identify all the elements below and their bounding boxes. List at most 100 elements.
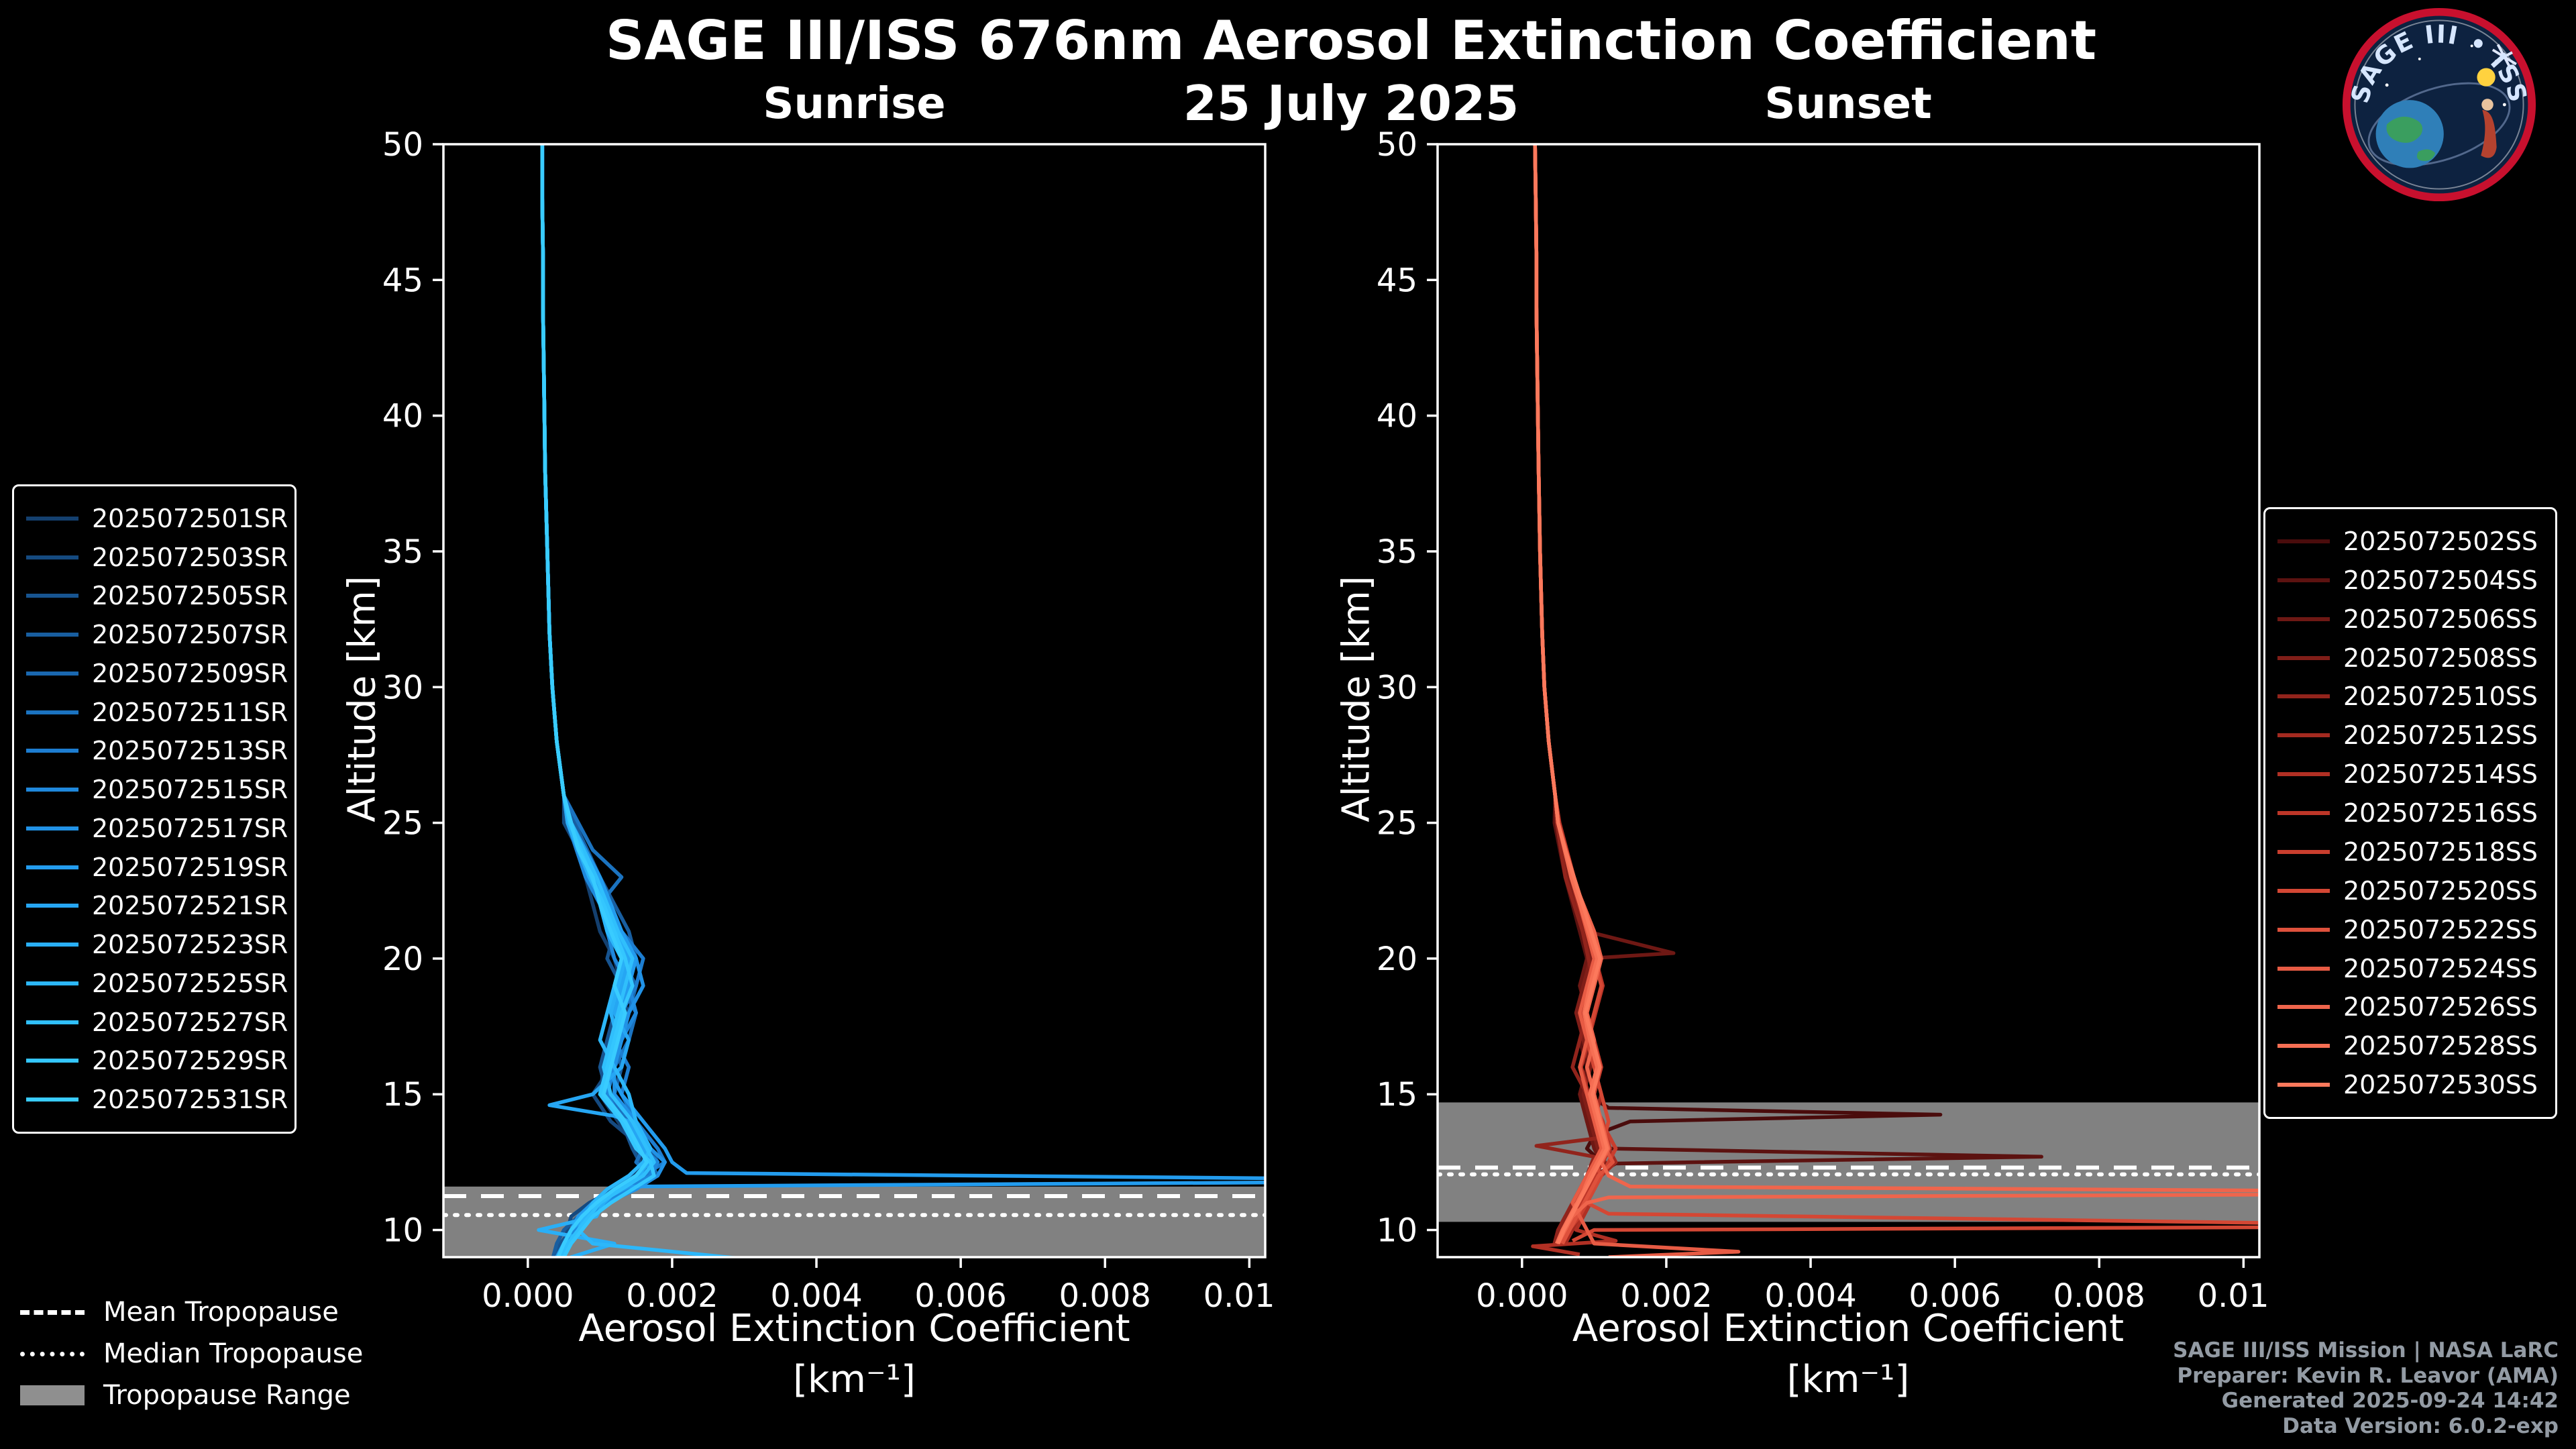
legend-line-swatch (2277, 1083, 2330, 1087)
legend-line-swatch (26, 671, 78, 676)
profile-line (540, 144, 649, 1257)
x-tick-label: 0.004 (1764, 1277, 1856, 1315)
legend-label: 2025072506SS (2343, 604, 2538, 634)
legend-item: 2025072509SR (26, 659, 288, 688)
mean-tropopause-label: Mean Tropopause (103, 1297, 339, 1328)
legend-label: 2025072523SR (92, 930, 288, 959)
profile-line (540, 144, 653, 1257)
y-tick-label: 10 (1377, 1212, 1417, 1250)
x-tick-label: 0.002 (626, 1277, 718, 1315)
legend-label: 2025072507SR (92, 620, 288, 649)
dashed-line-sample (20, 1309, 85, 1315)
legend-item: 2025072505SR (26, 581, 288, 610)
sun-graphic (2477, 68, 2496, 87)
legend-line-swatch (26, 1097, 78, 1102)
legend-line-swatch (26, 904, 78, 908)
median-tropopause-label: Median Tropopause (103, 1338, 364, 1369)
legend-item: 2025072508SS (2277, 643, 2543, 673)
legend-item: 2025072528SS (2277, 1031, 2543, 1061)
legend-item: 2025072523SR (26, 930, 288, 959)
legend-line-swatch (26, 710, 78, 714)
legend-label: 2025072521SR (92, 891, 288, 921)
legend-label: 2025072508SS (2343, 643, 2538, 673)
tropopause-range-label: Tropopause Range (103, 1380, 351, 1411)
legend-line-swatch (26, 981, 78, 985)
y-tick-label: 30 (1377, 669, 1417, 706)
legend-item: 2025072510SS (2277, 682, 2543, 711)
sunrise-x-axis-label: Aerosol Extinction Coefficient (578, 1307, 1130, 1350)
legend-label: 2025072529SR (92, 1046, 288, 1076)
y-tick-label: 25 (382, 805, 423, 843)
credits-block: SAGE III/ISS Mission | NASA LaRC Prepare… (2173, 1338, 2559, 1440)
legend-line-swatch (26, 788, 78, 792)
profile-line (1533, 144, 2043, 1245)
y-tick-label: 35 (382, 533, 423, 571)
x-tick-label: 0.000 (482, 1277, 574, 1315)
legend-item: 2025072529SR (26, 1046, 288, 1075)
legend-item: 2025072516SS (2277, 798, 2543, 828)
sage-iii-iss-mission-logo: SAGE III • ISS (2342, 7, 2536, 202)
legend-line-swatch (2277, 578, 2330, 582)
iss-graphic (2491, 44, 2517, 70)
legend-item: 2025072506SS (2277, 604, 2543, 634)
legend-line-swatch (2277, 655, 2330, 660)
legend-label: 2025072501SR (92, 503, 288, 533)
y-tick-label: 50 (1377, 131, 1417, 164)
figure-head (2481, 99, 2493, 111)
sunrise-legend-box: 2025072501SR 2025072503SR 2025072505SR 2025… (12, 484, 297, 1134)
sunset-panel-title: Sunset (1764, 79, 1932, 129)
x-tick-label: 0.002 (1620, 1277, 1712, 1315)
legend-label: 2025072505SR (92, 581, 288, 611)
legend-item: 2025072531SR (26, 1085, 288, 1114)
legend-line-swatch (2277, 1044, 2330, 1049)
figure-robe (2481, 109, 2497, 158)
tropopause-range-band (1438, 1102, 2259, 1222)
legend-label: 2025072517SR (92, 813, 288, 843)
x-tick-label: 0.004 (770, 1277, 862, 1315)
profile-line (1533, 144, 1618, 1245)
legend-label: 2025072511SR (92, 697, 288, 727)
legend-label: 2025072509SR (92, 658, 288, 688)
legend-label: 2025072514SS (2343, 759, 2538, 790)
sunset-legend-box: 2025072502SS 2025072504SS 2025072506SS 2025… (2263, 507, 2557, 1119)
profile-line (1533, 144, 2259, 1243)
legend-label: 2025072527SR (92, 1007, 288, 1037)
legend-item: 2025072522SS (2277, 915, 2543, 945)
legend-item: 2025072525SR (26, 969, 288, 998)
legend-item: 2025072515SR (26, 775, 288, 804)
profile-line (540, 144, 1265, 1257)
legend-label: 2025072512SS (2343, 720, 2538, 751)
legend-line-swatch (2277, 733, 2330, 738)
legend-item: 2025072519SR (26, 853, 288, 882)
x-tick-label: 0.006 (914, 1277, 1006, 1315)
legend-label: 2025072513SR (92, 736, 288, 766)
profile-line (1533, 144, 1609, 1244)
legend-item: 2025072530SS (2277, 1070, 2543, 1099)
legend-line-swatch (26, 516, 78, 521)
plot-frame (442, 143, 1267, 1258)
mean-tropopause-legend-item: Mean Tropopause (20, 1296, 363, 1328)
legend-label: 2025072510SS (2343, 682, 2538, 712)
sunrise-x-axis-units: [km⁻¹] (793, 1358, 916, 1401)
tropopause-range-legend-item: Tropopause Range (20, 1379, 363, 1411)
y-tick-label: 45 (382, 262, 423, 299)
legend-label: 2025072522SS (2343, 914, 2538, 945)
legend-item: 2025072504SS (2277, 566, 2543, 595)
legend-item: 2025072501SR (26, 504, 288, 533)
legend-line-swatch (2277, 888, 2330, 893)
legend-line-swatch (26, 749, 78, 753)
y-tick-label: 35 (1377, 533, 1417, 571)
sunset-y-axis-label: Altitude [km] (1334, 576, 1379, 822)
legend-item: 2025072502SS (2277, 527, 2543, 556)
legend-label: 2025072524SS (2343, 953, 2538, 983)
legend-item: 2025072524SS (2277, 954, 2543, 983)
dotted-line-sample (20, 1351, 85, 1356)
profile-line (1533, 144, 1676, 1244)
legend-label: 2025072531SR (92, 1085, 288, 1114)
figure-date: 25 July 2025 (1183, 75, 1519, 131)
credit-mission: SAGE III/ISS Mission | NASA LaRC (2173, 1338, 2559, 1362)
legend-label: 2025072515SR (92, 775, 288, 804)
legend-item: 2025072518SS (2277, 837, 2543, 867)
x-tick-label: 0.008 (1059, 1277, 1151, 1315)
legend-item: 2025072520SS (2277, 876, 2543, 906)
